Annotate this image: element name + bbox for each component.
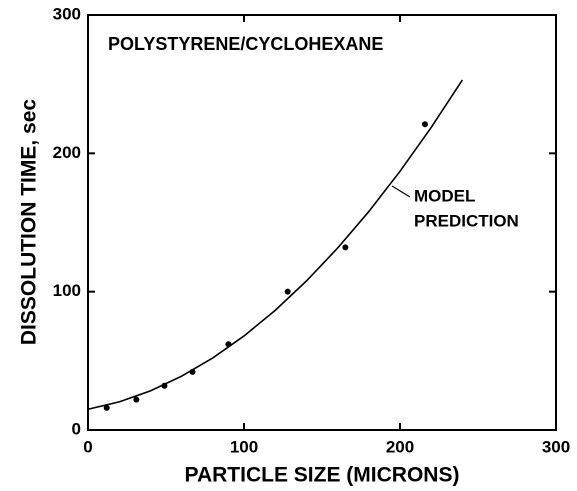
y-tick-label: 0	[72, 419, 81, 438]
y-axis-label: DISSOLUTION TIME, sec	[18, 99, 41, 346]
annotation-leader	[391, 185, 411, 198]
data-point	[103, 404, 110, 411]
y-tick-label: 300	[53, 4, 81, 23]
data-point	[342, 244, 349, 251]
plot-frame	[87, 14, 557, 431]
x-tick-label: 200	[386, 437, 414, 456]
chart-title: POLYSTYRENE/CYCLOHEXANE	[108, 34, 383, 54]
annotation-text: MODEL	[414, 186, 475, 205]
y-tick-label: 200	[53, 143, 81, 162]
annotation-text: PREDICTION	[414, 211, 519, 230]
model-curve	[87, 79, 464, 411]
data-point	[133, 396, 140, 403]
y-tick-label: 100	[53, 281, 81, 300]
data-point	[189, 368, 196, 375]
x-tick-label: 100	[230, 437, 258, 456]
x-tick-label: 300	[542, 437, 570, 456]
data-point	[421, 121, 428, 128]
data-point	[284, 288, 291, 295]
data-point	[161, 382, 168, 389]
x-tick-label: 0	[83, 437, 92, 456]
data-point	[225, 341, 232, 348]
x-axis-label: PARTICLE SIZE (MICRONS)	[185, 464, 460, 487]
